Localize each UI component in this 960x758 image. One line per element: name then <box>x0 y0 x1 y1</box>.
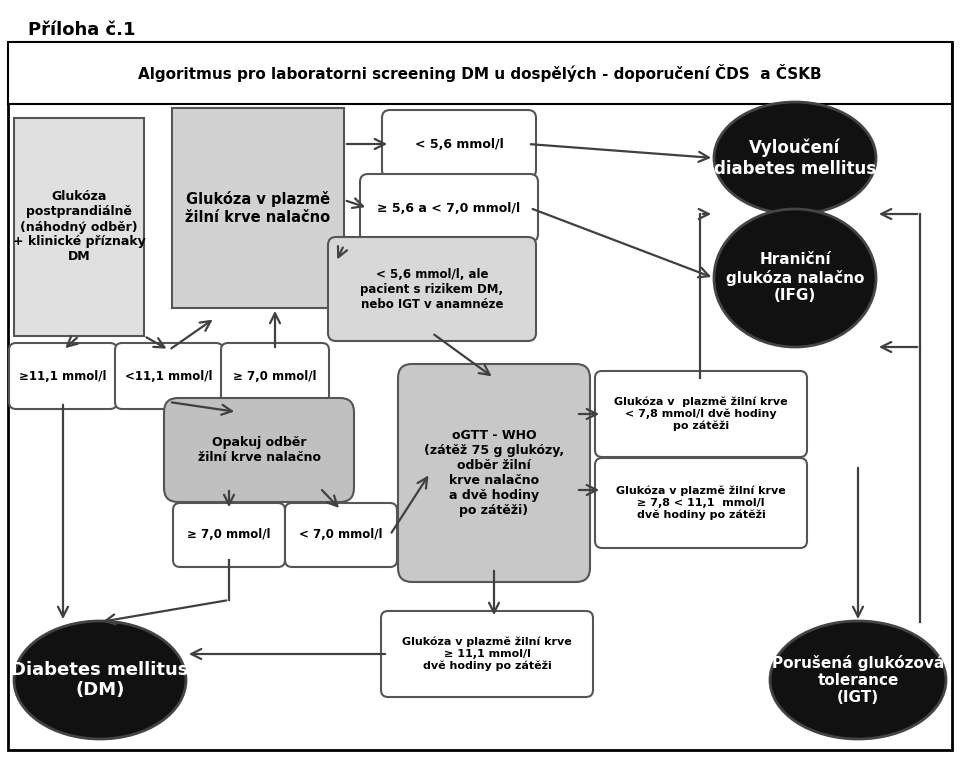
Text: <11,1 mmol/l: <11,1 mmol/l <box>125 369 213 383</box>
Text: ≥ 7,0 mmol/l: ≥ 7,0 mmol/l <box>233 369 317 383</box>
Ellipse shape <box>14 621 186 739</box>
FancyBboxPatch shape <box>285 503 397 567</box>
Text: Glukóza v plazmě žilní krve
≥ 11,1 mmol/l
dvě hodiny po zátěži: Glukóza v plazmě žilní krve ≥ 11,1 mmol/… <box>402 637 572 671</box>
FancyBboxPatch shape <box>398 364 590 582</box>
FancyBboxPatch shape <box>14 118 144 336</box>
Text: Algoritmus pro laboratorni screening DM u dospělých - doporučení ČDS  a ČSKB: Algoritmus pro laboratorni screening DM … <box>138 64 822 82</box>
Text: Porušená glukózová
tolerance
(IGT): Porušená glukózová tolerance (IGT) <box>772 655 944 706</box>
FancyBboxPatch shape <box>595 371 807 457</box>
FancyBboxPatch shape <box>382 110 536 178</box>
Text: Diabetes mellitus
(DM): Diabetes mellitus (DM) <box>12 661 189 700</box>
Text: Glukóza v  plazmě žilní krve
< 7,8 mmol/l dvě hodiny
po zátěži: Glukóza v plazmě žilní krve < 7,8 mmol/l… <box>614 396 788 431</box>
Text: Glukóza v plazmě žilní krve
≥ 7,8 < 11,1  mmol/l
dvě hodiny po zátěži: Glukóza v plazmě žilní krve ≥ 7,8 < 11,1… <box>616 486 786 520</box>
FancyBboxPatch shape <box>173 503 285 567</box>
FancyBboxPatch shape <box>328 237 536 341</box>
Text: Příloha č.1: Příloha č.1 <box>28 21 135 39</box>
FancyBboxPatch shape <box>221 343 329 409</box>
Text: Vyloučení
diabetes mellitus: Vyloučení diabetes mellitus <box>714 139 876 177</box>
Ellipse shape <box>770 621 946 739</box>
Text: Glukóza
postprandiálně
(náhodný odběr)
+ klinické příznaky
DM: Glukóza postprandiálně (náhodný odběr) +… <box>12 190 145 264</box>
Text: ≥ 5,6 a < 7,0 mmol/l: ≥ 5,6 a < 7,0 mmol/l <box>377 202 520 215</box>
Ellipse shape <box>714 209 876 347</box>
FancyBboxPatch shape <box>381 611 593 697</box>
FancyBboxPatch shape <box>8 42 952 104</box>
Text: ≥ 7,0 mmol/l: ≥ 7,0 mmol/l <box>187 528 271 541</box>
FancyBboxPatch shape <box>164 398 354 502</box>
Ellipse shape <box>714 102 876 214</box>
Text: < 5,6 mmol/l: < 5,6 mmol/l <box>415 137 503 151</box>
FancyBboxPatch shape <box>360 174 538 242</box>
Text: oGTT - WHO
(zátěž 75 g glukózy,
odběr žilní
krve nalačno
a dvě hodiny
po zátěži): oGTT - WHO (zátěž 75 g glukózy, odběr ži… <box>424 429 564 517</box>
FancyBboxPatch shape <box>8 42 952 750</box>
FancyBboxPatch shape <box>595 458 807 548</box>
Text: Hraniční
glukóza nalačno
(IFG): Hraniční glukóza nalačno (IFG) <box>726 252 864 303</box>
Text: Glukóza v plazmě
žilní krve nalačno: Glukóza v plazmě žilní krve nalačno <box>185 191 330 224</box>
Text: ≥11,1 mmol/l: ≥11,1 mmol/l <box>19 369 107 383</box>
Text: Opakuj odběr
žilní krve nalačno: Opakuj odběr žilní krve nalačno <box>198 436 321 464</box>
Text: < 7,0 mmol/l: < 7,0 mmol/l <box>300 528 383 541</box>
Text: < 5,6 mmol/l, ale
pacient s rizikem DM,
nebo IGT v anamnéze: < 5,6 mmol/l, ale pacient s rizikem DM, … <box>360 268 504 311</box>
FancyBboxPatch shape <box>115 343 223 409</box>
FancyBboxPatch shape <box>172 108 344 308</box>
FancyBboxPatch shape <box>9 343 117 409</box>
